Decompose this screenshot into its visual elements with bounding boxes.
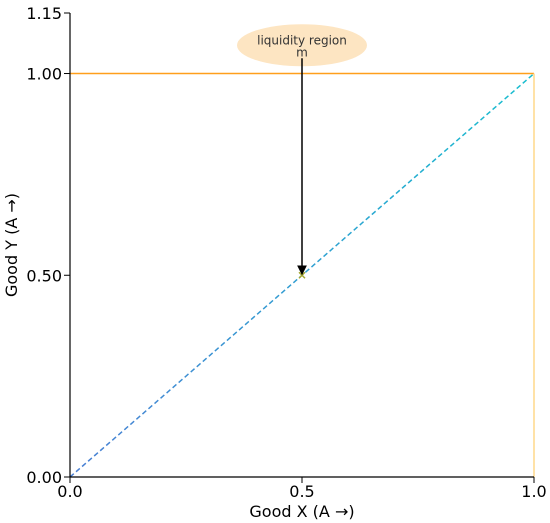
y-axis-label: Good Y (A →) [2, 193, 21, 297]
annotation-bubble [237, 24, 367, 67]
axes-layer: 0.0 0.5 1.0 0.00 0.50 1.00 1.15 [26, 4, 546, 501]
y-tick-label: 1.15 [26, 4, 62, 23]
y-tick-label: 1.00 [26, 65, 62, 84]
x-tick-label: 0.0 [57, 482, 82, 501]
y-tick-label: 0.00 [26, 468, 62, 487]
x-axis-label: Good X (A →) [249, 502, 354, 521]
x-tick-label: 0.5 [289, 482, 314, 501]
annotation-sublabel: m [296, 45, 308, 59]
annotation-label: liquidity region [257, 33, 347, 47]
y-tick-label: 0.50 [26, 266, 62, 285]
x-tick-label: 1.0 [521, 482, 546, 501]
